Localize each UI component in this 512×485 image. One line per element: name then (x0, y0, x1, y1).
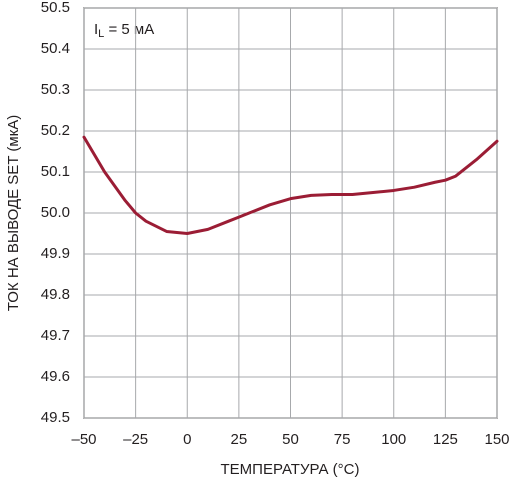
y-tick-label: 50.5 (41, 0, 70, 16)
x-tick-label: 0 (183, 431, 191, 448)
y-axis-label: ТОК НА ВЫВОДЕ SET (мкА) (5, 115, 22, 311)
y-tick-label: 49.9 (41, 245, 70, 262)
x-tick-label: –50 (71, 431, 96, 448)
x-tick-label: 150 (484, 431, 509, 448)
annotation-sub: L (98, 28, 104, 40)
x-tick-label: –25 (123, 431, 148, 448)
y-tick-label: 49.5 (41, 409, 70, 426)
x-tick-label: 75 (334, 431, 351, 448)
y-tick-label: 49.8 (41, 286, 70, 303)
y-tick-label: 50.0 (41, 204, 70, 221)
annotation-rest: = 5 мА (104, 21, 154, 38)
x-tick-label: 50 (282, 431, 299, 448)
y-tick-label: 50.2 (41, 122, 70, 139)
y-tick-label: 49.6 (41, 368, 70, 385)
y-tick-label: 50.1 (41, 163, 70, 180)
y-tick-label: 49.7 (41, 327, 70, 344)
x-tick-label: 100 (381, 431, 406, 448)
x-tick-label: 25 (231, 431, 248, 448)
x-tick-label: 125 (433, 431, 458, 448)
y-tick-label: 50.4 (41, 40, 70, 57)
data-line (82, 135, 499, 235)
x-axis-label: ТЕМПЕРАТУРА (°C) (221, 461, 360, 478)
annotation: IL = 5 мА (94, 21, 154, 40)
annotation-main: I (94, 21, 98, 38)
y-tick-label: 50.3 (41, 81, 70, 98)
